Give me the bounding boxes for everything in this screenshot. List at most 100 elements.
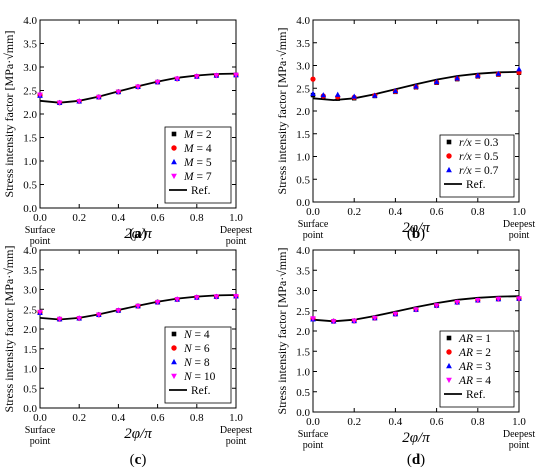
data-point bbox=[372, 315, 378, 322]
caption-close: ) bbox=[420, 226, 425, 242]
deepest-point-label: Deepest bbox=[503, 429, 535, 440]
legend-param: M bbox=[183, 129, 195, 141]
y-tick-label: 0.0 bbox=[296, 407, 310, 419]
legend-value: = 4 bbox=[192, 329, 210, 341]
series-2 bbox=[310, 66, 522, 99]
surface-point-label: point bbox=[30, 236, 51, 247]
caption-close: ) bbox=[420, 452, 425, 468]
surface-point-label: Surface bbox=[25, 225, 56, 236]
y-tick-label: 2.0 bbox=[296, 326, 310, 338]
data-point bbox=[413, 307, 419, 313]
y-tick-label: 3.5 bbox=[296, 38, 310, 50]
surface-point-label: point bbox=[303, 230, 324, 241]
y-tick-label: 2.5 bbox=[23, 304, 37, 316]
data-point bbox=[115, 308, 122, 314]
data-point bbox=[213, 73, 220, 79]
legend-value: = 0.7 bbox=[472, 165, 499, 177]
y-tick-label: 3.5 bbox=[296, 265, 310, 277]
data-point bbox=[115, 89, 122, 95]
data-point bbox=[351, 318, 357, 324]
data-point bbox=[154, 299, 161, 306]
x-axis-label: 2φ/π bbox=[124, 226, 152, 242]
deepest-point-label: Deepest bbox=[220, 225, 252, 236]
data-point bbox=[475, 72, 481, 78]
data-point bbox=[330, 319, 337, 325]
caption-close: ) bbox=[142, 226, 147, 242]
legend-entry: r/x = 0.5 bbox=[459, 151, 499, 163]
panel-caption: (b) bbox=[407, 226, 425, 242]
data-point bbox=[495, 296, 502, 303]
data-point bbox=[135, 84, 141, 90]
y-tick-label: 0.5 bbox=[296, 387, 310, 399]
y-tick-label: 3.5 bbox=[23, 39, 37, 51]
chart-panel-c: 0.0 0.5 1.0 1.5 2.0 2.5 3.0 3.5 4.0 0.0 0.2 0.4 0.6 0… bbox=[2, 245, 252, 468]
deepest-point-label: point bbox=[226, 436, 247, 447]
legend-entry: AR = 1 bbox=[458, 333, 491, 345]
legend-marker bbox=[171, 173, 177, 180]
y-tick-label: 2.5 bbox=[296, 306, 310, 318]
legend-param: r/x bbox=[459, 137, 473, 149]
x-tick-label: 0.2 bbox=[347, 206, 361, 218]
data-point bbox=[310, 76, 316, 82]
x-tick-label: 0.4 bbox=[112, 212, 126, 224]
legend-param: AR bbox=[458, 333, 473, 345]
y-tick-label: 1.0 bbox=[296, 152, 310, 164]
data-point bbox=[433, 78, 440, 85]
data-point bbox=[454, 75, 460, 81]
data-point bbox=[233, 294, 239, 300]
data-point bbox=[76, 316, 82, 322]
x-axis-label: 2φ/π bbox=[402, 430, 430, 446]
legend-entry: M = 7 bbox=[183, 171, 212, 183]
caption-letter: c bbox=[135, 452, 142, 468]
legend-entry: M = 4 bbox=[183, 143, 212, 155]
data-point bbox=[320, 92, 327, 98]
deepest-point-label: Deepest bbox=[220, 425, 252, 436]
data-point bbox=[372, 92, 378, 98]
data-point bbox=[194, 74, 200, 80]
legend-ref-label: Ref. bbox=[466, 179, 486, 191]
y-tick-label: 1.0 bbox=[296, 367, 310, 379]
series-3 bbox=[37, 72, 239, 106]
legend-value: = 5 bbox=[194, 157, 212, 169]
caption-letter: a bbox=[134, 226, 142, 242]
y-tick-label: 0.0 bbox=[23, 403, 37, 415]
surface-point-label: point bbox=[303, 440, 324, 451]
y-tick-label: 4.0 bbox=[23, 15, 37, 27]
legend-entry: M = 5 bbox=[183, 157, 212, 169]
data-point bbox=[174, 76, 180, 82]
legend-value: = 0.5 bbox=[472, 151, 499, 163]
surface-point-label: point bbox=[30, 436, 51, 447]
legend-marker bbox=[171, 131, 177, 137]
legend-param: N bbox=[183, 357, 193, 369]
y-tick-label: 4.0 bbox=[23, 245, 37, 257]
data-point bbox=[76, 99, 82, 105]
y-tick-label: 0.5 bbox=[23, 180, 37, 192]
legend-marker bbox=[171, 158, 177, 165]
data-point bbox=[213, 294, 220, 300]
x-tick-label: 1.0 bbox=[512, 416, 526, 428]
data-point bbox=[392, 311, 399, 317]
data-point bbox=[516, 296, 522, 302]
legend-ref-label: Ref. bbox=[466, 389, 486, 401]
caption-open: ( bbox=[407, 452, 412, 468]
legend-entry: r/x = 0.7 bbox=[459, 165, 499, 177]
caption-open: ( bbox=[129, 226, 134, 242]
data-point bbox=[433, 303, 440, 309]
data-point bbox=[37, 92, 43, 98]
legend-entry: M = 2 bbox=[183, 129, 212, 141]
x-tick-label: 1.0 bbox=[512, 206, 526, 218]
x-tick-label: 0.2 bbox=[347, 416, 361, 428]
deepest-point-label: point bbox=[509, 440, 530, 451]
x-tick-label: 0.6 bbox=[151, 212, 165, 224]
legend-box bbox=[439, 134, 515, 198]
data-point bbox=[334, 91, 341, 97]
legend-param: N bbox=[183, 343, 193, 355]
legend-value: = 4 bbox=[194, 143, 212, 155]
y-tick-label: 4.0 bbox=[296, 245, 310, 257]
legend-param: M bbox=[183, 143, 195, 155]
y-tick-label: 0.0 bbox=[23, 203, 37, 215]
caption-close: ) bbox=[141, 452, 146, 468]
legend-value: = 4 bbox=[473, 375, 491, 387]
panel-caption: (a) bbox=[129, 226, 147, 242]
